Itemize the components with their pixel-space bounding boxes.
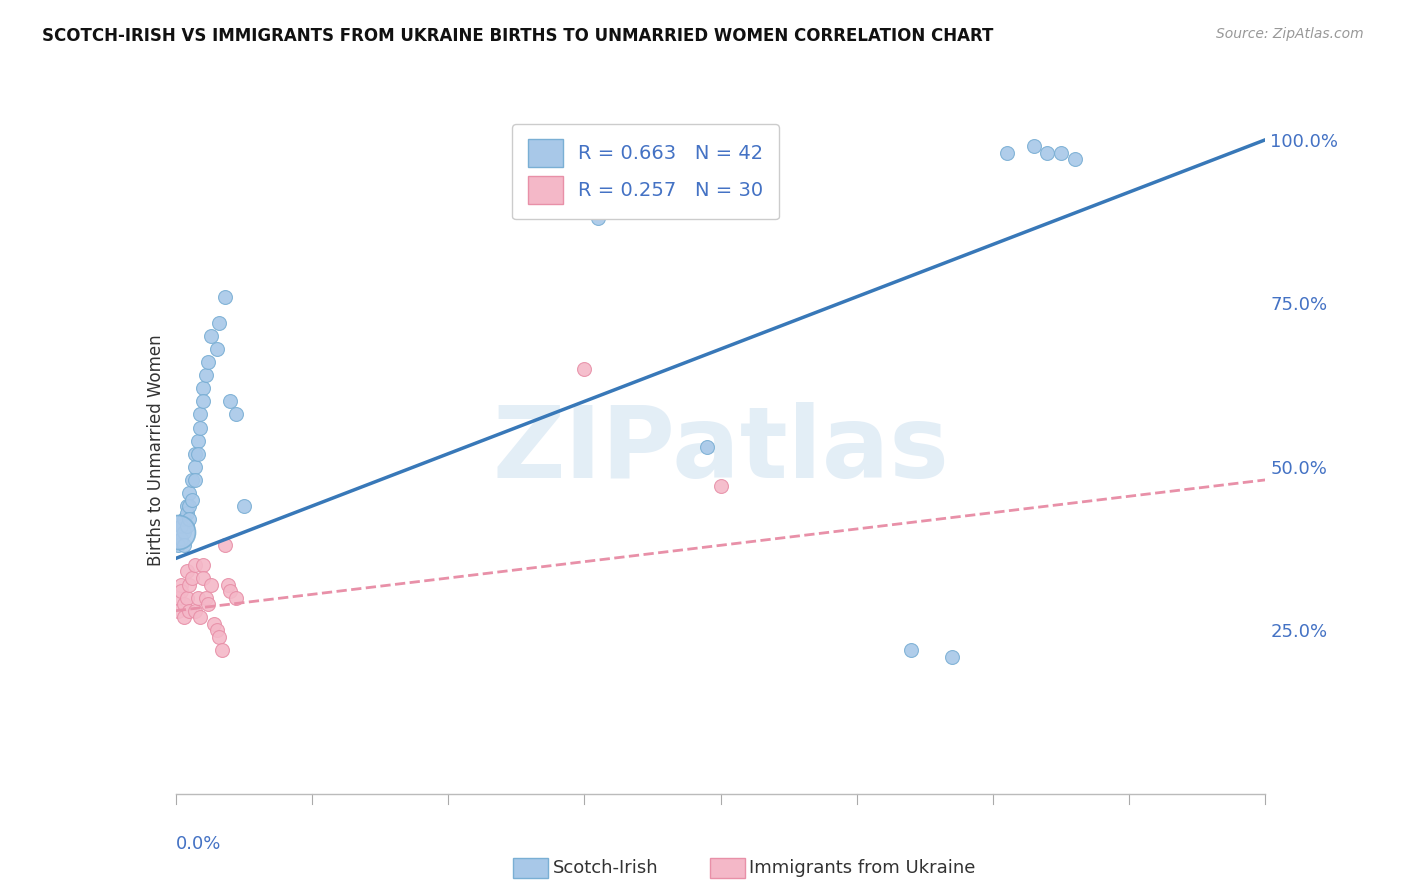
Text: Source: ZipAtlas.com: Source: ZipAtlas.com — [1216, 27, 1364, 41]
Point — [186, 591, 209, 605]
Point — [191, 394, 214, 409]
Point — [900, 643, 922, 657]
Point — [219, 394, 242, 409]
Point — [188, 408, 211, 422]
Point — [170, 532, 193, 546]
Point — [176, 565, 198, 579]
Point — [186, 434, 209, 448]
Point — [194, 368, 217, 383]
Point — [225, 408, 247, 422]
Point — [173, 597, 195, 611]
Point — [179, 499, 201, 513]
Point — [173, 610, 195, 624]
Point — [995, 145, 1018, 160]
Point — [208, 316, 231, 330]
Point — [179, 486, 201, 500]
Point — [167, 525, 190, 540]
Point — [214, 290, 236, 304]
Point — [200, 329, 222, 343]
Point — [574, 361, 596, 376]
Point — [170, 577, 193, 591]
Text: SCOTCH-IRISH VS IMMIGRANTS FROM UKRAINE BIRTHS TO UNMARRIED WOMEN CORRELATION CH: SCOTCH-IRISH VS IMMIGRANTS FROM UKRAINE … — [42, 27, 994, 45]
Point — [202, 616, 225, 631]
Point — [186, 447, 209, 461]
Point — [167, 538, 190, 552]
Point — [586, 211, 609, 226]
Point — [188, 420, 211, 434]
Point — [1022, 139, 1045, 153]
Point — [173, 512, 195, 526]
Point — [179, 577, 201, 591]
Text: Immigrants from Ukraine: Immigrants from Ukraine — [749, 859, 976, 877]
Point — [197, 355, 219, 369]
Point — [941, 649, 963, 664]
Point — [1036, 145, 1059, 160]
Point — [232, 499, 254, 513]
Point — [214, 538, 236, 552]
Point — [184, 558, 207, 572]
Point — [710, 479, 733, 493]
Point — [181, 492, 204, 507]
Point — [181, 571, 204, 585]
Point — [167, 604, 190, 618]
Point — [217, 577, 239, 591]
Text: ZIPatlas: ZIPatlas — [492, 402, 949, 499]
Point — [1050, 145, 1073, 160]
Y-axis label: Births to Unmarried Women: Births to Unmarried Women — [146, 334, 165, 566]
Point — [184, 604, 207, 618]
Point — [205, 624, 228, 638]
Point — [176, 506, 198, 520]
Point — [167, 591, 190, 605]
Point — [205, 342, 228, 356]
Text: 0.0%: 0.0% — [176, 835, 221, 853]
Legend: R = 0.663   N = 42, R = 0.257   N = 30: R = 0.663 N = 42, R = 0.257 N = 30 — [512, 124, 779, 219]
Point — [1063, 153, 1085, 167]
Point — [176, 518, 198, 533]
Point — [219, 584, 242, 599]
Point — [179, 512, 201, 526]
Text: Scotch-Irish: Scotch-Irish — [553, 859, 658, 877]
Point — [194, 591, 217, 605]
Point — [173, 525, 195, 540]
Point — [188, 610, 211, 624]
Point — [200, 577, 222, 591]
Point — [179, 604, 201, 618]
Point — [184, 459, 207, 474]
Point — [197, 597, 219, 611]
Point — [225, 591, 247, 605]
Point — [191, 571, 214, 585]
Point — [176, 499, 198, 513]
Point — [546, 153, 568, 167]
Point — [184, 473, 207, 487]
Point — [173, 538, 195, 552]
Point — [181, 473, 204, 487]
Point — [191, 381, 214, 395]
Point — [191, 558, 214, 572]
Point — [696, 440, 718, 454]
Point — [176, 591, 198, 605]
Point — [211, 643, 233, 657]
Point — [184, 447, 207, 461]
Point — [208, 630, 231, 644]
Point — [170, 518, 193, 533]
Point — [170, 584, 193, 599]
